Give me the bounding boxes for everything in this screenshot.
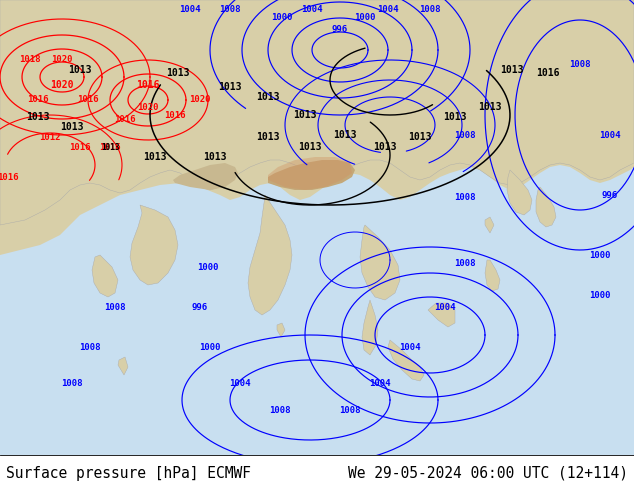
Text: 1013: 1013: [443, 112, 467, 122]
Text: 1000: 1000: [589, 291, 611, 299]
Text: 1013: 1013: [68, 65, 92, 75]
Text: 1008: 1008: [79, 343, 101, 351]
Polygon shape: [0, 0, 634, 225]
Text: 1016: 1016: [536, 68, 560, 78]
Polygon shape: [92, 255, 118, 297]
Text: 1013: 1013: [143, 152, 167, 162]
Text: 1008: 1008: [454, 130, 476, 140]
Text: 1008: 1008: [454, 259, 476, 268]
Text: 1018: 1018: [19, 55, 41, 65]
Polygon shape: [130, 205, 178, 285]
Text: 996: 996: [602, 191, 618, 199]
Text: 996: 996: [192, 302, 208, 312]
Text: 1016: 1016: [0, 172, 19, 181]
Polygon shape: [118, 357, 128, 375]
Text: 1012: 1012: [39, 132, 61, 142]
Text: 1004: 1004: [369, 378, 391, 388]
Text: 1004: 1004: [230, 378, 251, 388]
Text: 1013: 1013: [500, 65, 524, 75]
Polygon shape: [536, 187, 556, 227]
Text: 1008: 1008: [269, 406, 291, 415]
Text: 1013: 1013: [256, 92, 280, 102]
Text: 1013: 1013: [101, 143, 119, 151]
Polygon shape: [248, 195, 292, 315]
Polygon shape: [0, 0, 634, 75]
Text: 1020: 1020: [190, 96, 210, 104]
Text: 1013: 1013: [408, 132, 432, 142]
Text: 1013: 1013: [26, 112, 49, 122]
Text: 996: 996: [332, 25, 348, 34]
Text: 1013: 1013: [60, 122, 84, 132]
Polygon shape: [362, 300, 378, 355]
Text: 1008: 1008: [339, 406, 361, 415]
Text: 1016: 1016: [164, 111, 186, 120]
Polygon shape: [268, 157, 352, 190]
Text: 1013: 1013: [373, 142, 397, 152]
Text: 1008: 1008: [419, 5, 441, 15]
Text: 1008: 1008: [569, 60, 591, 70]
Text: 1000: 1000: [354, 14, 376, 23]
Text: 1013: 1013: [256, 132, 280, 142]
Text: 1004: 1004: [399, 343, 421, 351]
Text: 1000: 1000: [589, 250, 611, 260]
Text: 1000: 1000: [271, 14, 293, 23]
Text: 1008: 1008: [454, 193, 476, 201]
Polygon shape: [0, 0, 634, 255]
Text: 1004: 1004: [301, 5, 323, 15]
Text: 1020: 1020: [137, 102, 158, 112]
Text: 1008: 1008: [104, 302, 126, 312]
Text: 1013: 1013: [298, 142, 321, 152]
Text: 1000: 1000: [197, 263, 219, 271]
Polygon shape: [388, 340, 424, 381]
Text: 1016: 1016: [69, 143, 91, 151]
Text: 1020: 1020: [50, 80, 74, 90]
Text: 1016: 1016: [114, 116, 136, 124]
Polygon shape: [360, 225, 400, 300]
Polygon shape: [0, 0, 634, 175]
Text: 1016: 1016: [100, 143, 120, 151]
Text: 1020: 1020: [51, 55, 73, 65]
Polygon shape: [485, 217, 494, 233]
Text: 1013: 1013: [478, 102, 501, 112]
Text: 1016: 1016: [27, 96, 49, 104]
Polygon shape: [428, 303, 455, 327]
Polygon shape: [485, 260, 500, 291]
Text: We 29-05-2024 06:00 UTC (12+114): We 29-05-2024 06:00 UTC (12+114): [347, 466, 628, 481]
Text: 1000: 1000: [199, 343, 221, 351]
Text: 1004: 1004: [434, 302, 456, 312]
Text: 1004: 1004: [599, 130, 621, 140]
Text: 1004: 1004: [377, 5, 399, 15]
Text: 1013: 1013: [333, 130, 357, 140]
Text: 1008: 1008: [61, 378, 83, 388]
Text: 1016: 1016: [77, 96, 99, 104]
Text: 1013: 1013: [166, 68, 190, 78]
Text: 1013: 1013: [294, 110, 317, 120]
Text: Surface pressure [hPa] ECMWF: Surface pressure [hPa] ECMWF: [6, 466, 251, 481]
Text: 1013: 1013: [204, 152, 227, 162]
Text: 1013: 1013: [218, 82, 242, 92]
Text: 1008: 1008: [219, 5, 241, 15]
Polygon shape: [173, 163, 238, 190]
Polygon shape: [268, 160, 355, 190]
Polygon shape: [277, 323, 285, 337]
Text: 1016: 1016: [136, 80, 160, 90]
Text: 1004: 1004: [179, 5, 201, 15]
Polygon shape: [507, 170, 532, 215]
